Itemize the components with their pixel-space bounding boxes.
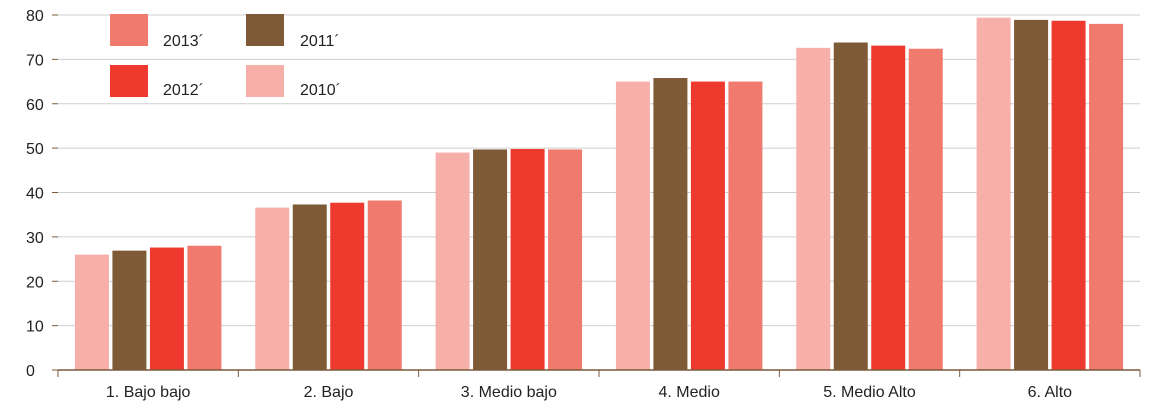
bar-2013-3 — [548, 149, 583, 370]
bar-2013-1 — [187, 245, 222, 370]
bar-2013-4 — [728, 81, 763, 370]
legend-swatch — [110, 14, 148, 46]
bar-2010-5 — [796, 47, 831, 371]
x-tick-label: 3. Medio bajo — [461, 384, 557, 401]
bar-2010-2 — [255, 207, 290, 370]
y-tick-label: 30 — [26, 230, 44, 247]
x-tick-label: 5. Medio Alto — [823, 384, 916, 401]
x-tick-label: 4. Medio — [658, 384, 719, 401]
bar-2010-3 — [435, 152, 470, 370]
y-tick-label: 0 — [26, 363, 35, 380]
bar-2011-6 — [1014, 19, 1049, 370]
legend-label: 2013´ — [163, 33, 204, 50]
bar-2011-1 — [112, 250, 147, 370]
bar-2010-6 — [976, 17, 1011, 370]
legend-swatch — [246, 65, 284, 97]
bar-2010-4 — [615, 81, 650, 370]
y-tick-label: 80 — [26, 8, 44, 25]
bar-2011-2 — [292, 204, 327, 370]
y-tick-label: 50 — [26, 141, 44, 158]
bar-2012-4 — [690, 81, 725, 370]
y-tick-label: 60 — [26, 97, 44, 114]
bar-2012-3 — [510, 149, 545, 370]
legend-label: 2010´ — [300, 82, 341, 99]
x-axis-category-labels: 1. Bajo bajo 2. Bajo 3. Medio bajo 4. Medio… — [106, 384, 1072, 401]
bar-2012-2 — [330, 202, 365, 370]
x-tick-label: 2. Bajo — [304, 384, 354, 401]
x-tick-label: 1. Bajo bajo — [106, 384, 191, 401]
y-tick-label: 10 — [26, 319, 44, 336]
y-tick-label: 70 — [26, 52, 44, 69]
y-tick-label: 20 — [26, 274, 44, 291]
y-tick-label: 40 — [26, 186, 44, 203]
bar-2012-1 — [149, 247, 184, 370]
bar-2013-2 — [367, 200, 402, 370]
legend-label: 2012´ — [163, 82, 204, 99]
x-tick-label: 6. Alto — [1028, 384, 1073, 401]
bar-2013-6 — [1089, 23, 1124, 370]
legend-swatch — [246, 14, 284, 46]
bar-2011-5 — [833, 42, 868, 370]
bar-2012-6 — [1051, 20, 1086, 371]
legend-label: 2011´ — [300, 33, 340, 50]
legend: 2013´ 2011´ 2012´ 2010´ — [110, 14, 341, 99]
bar-2011-3 — [473, 149, 508, 370]
legend-swatch — [110, 65, 148, 97]
bar-series — [74, 17, 1124, 371]
grid-lines — [58, 14, 1140, 327]
bar-2011-4 — [653, 78, 688, 370]
x-axis — [57, 369, 1141, 377]
bar-2010-1 — [74, 254, 109, 370]
bar-2013-5 — [908, 48, 943, 370]
bar-2012-5 — [871, 45, 906, 371]
y-axis-ticks: 0 10 20 30 40 50 60 70 80 — [26, 8, 58, 380]
